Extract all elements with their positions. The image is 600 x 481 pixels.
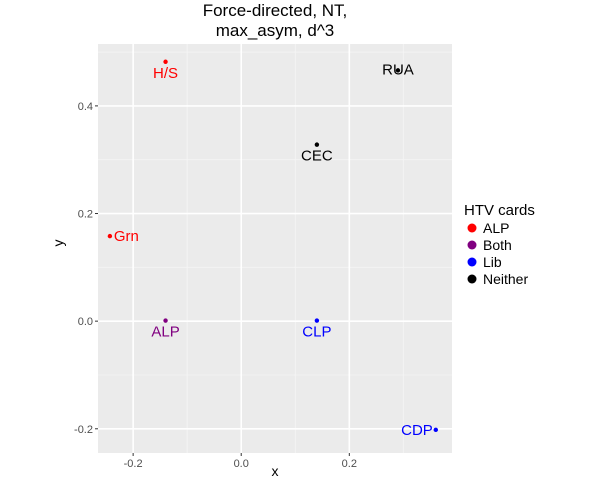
- x-axis-title: x: [272, 463, 279, 479]
- point-label: ALP: [151, 324, 179, 341]
- point-label: Grn: [114, 228, 139, 245]
- legend-label: Both: [483, 237, 512, 253]
- y-axis-ticks: -0.2 0.0 0.2 0.4: [74, 101, 98, 436]
- x-tick-label: 0.2: [342, 458, 357, 470]
- data-point: [107, 233, 113, 239]
- legend-key: [467, 240, 477, 250]
- point-label: RUA: [382, 61, 414, 78]
- legend-key: [467, 257, 477, 267]
- y-tick-label: 0.0: [78, 316, 93, 328]
- legend-label: Neither: [483, 271, 528, 287]
- data-point: [314, 318, 320, 323]
- data-point: [395, 68, 401, 73]
- x-axis-ticks: -0.2 0.0 0.2: [124, 453, 357, 470]
- legend-title: HTV cards: [464, 202, 535, 219]
- legend-key: [467, 274, 477, 284]
- legend-key: [467, 223, 477, 233]
- data-point: [163, 318, 168, 323]
- point-label: CEC: [301, 148, 333, 165]
- data-point: [163, 59, 168, 64]
- point-label: H/S: [153, 65, 178, 82]
- chart-title-line-2: max_asym, d^3: [216, 21, 335, 40]
- legend-label: ALP: [483, 220, 509, 236]
- legend-label: Lib: [483, 254, 502, 270]
- points-layer: H/S RUA CEC Grn ALP CLP CDP: [107, 59, 438, 439]
- data-point: [433, 427, 438, 433]
- y-tick-label: 0.4: [78, 101, 93, 113]
- grid-major: [98, 44, 452, 453]
- point-label: CDP: [401, 422, 433, 439]
- y-axis-title: y: [50, 240, 66, 247]
- grid-minor: [98, 44, 452, 453]
- plot-panel: [98, 44, 452, 453]
- point-label: CLP: [302, 324, 331, 341]
- y-tick-label: 0.2: [78, 209, 93, 221]
- x-tick-label: -0.2: [124, 458, 143, 470]
- x-tick-label: 0.0: [234, 458, 249, 470]
- chart-title-line-1: Force-directed, NT,: [203, 1, 348, 20]
- data-point: [314, 142, 320, 147]
- y-tick-label: -0.2: [74, 424, 93, 436]
